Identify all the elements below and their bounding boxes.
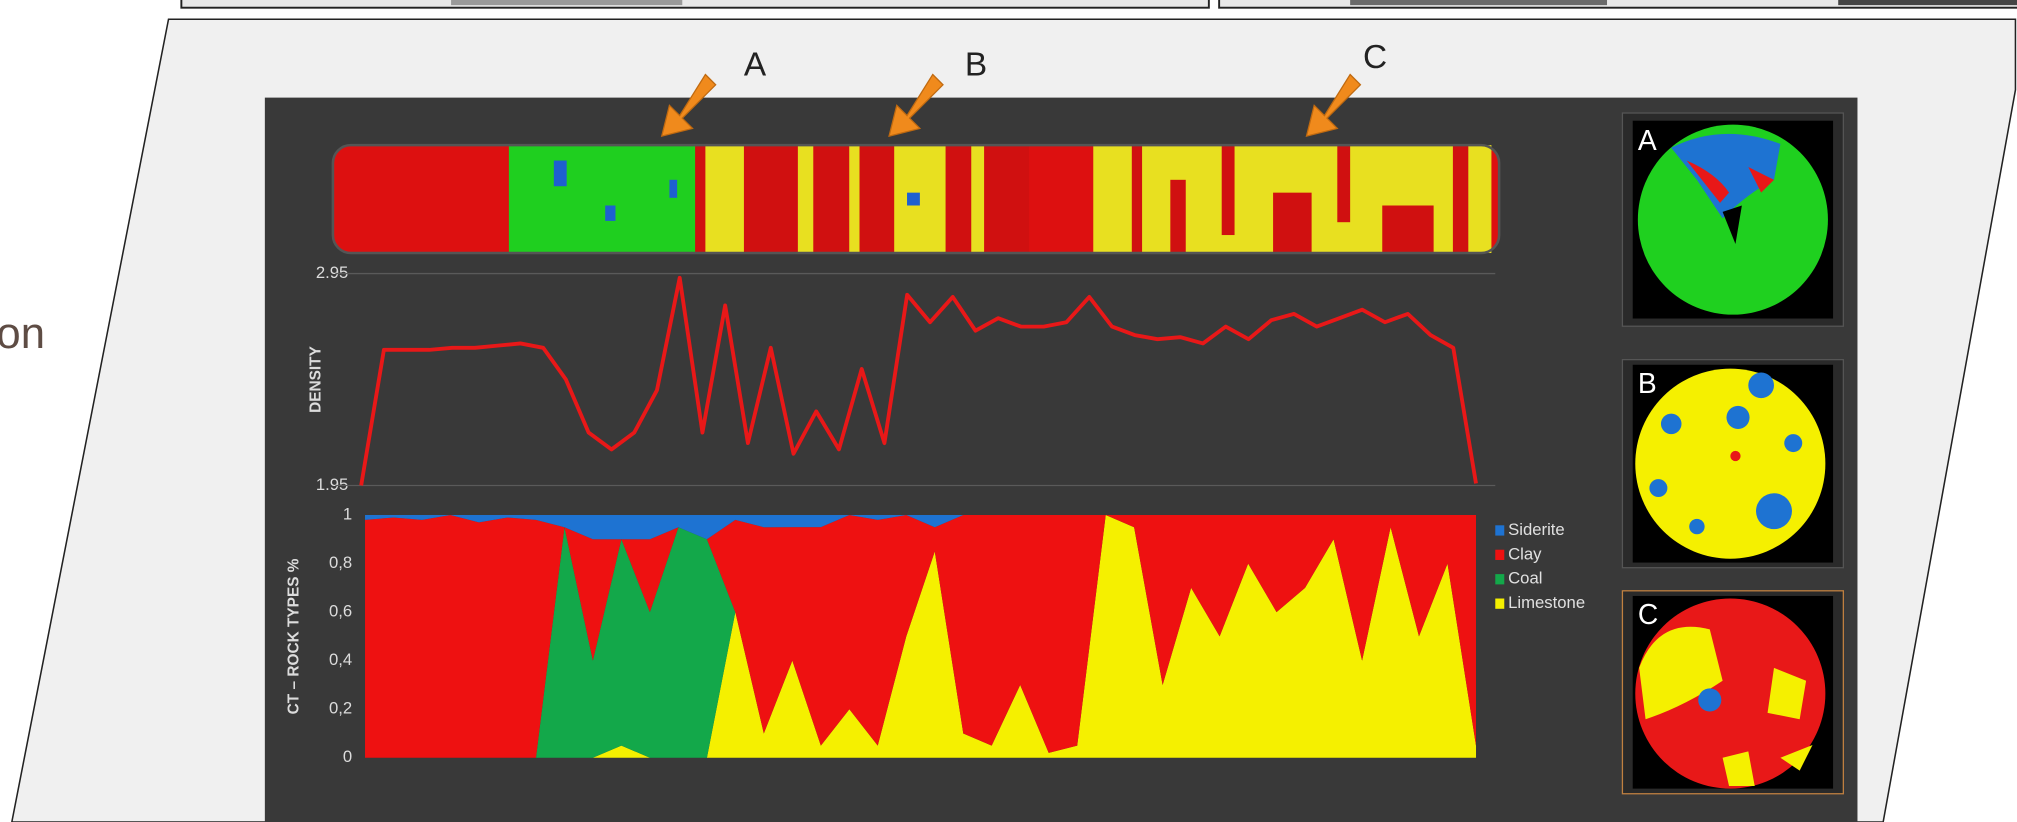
- thumbnail-label: B: [1638, 367, 1657, 399]
- legend-label: Clay: [1508, 544, 1542, 563]
- arrow-label: C: [1363, 39, 1387, 76]
- charts: 2.95 1.95 DENSITY 0 0,2 0,4 0,6 0,8 1 CT – ROCK T…: [285, 263, 1585, 766]
- partial-text: on: [0, 309, 45, 358]
- top-panel-image: [1350, 0, 1608, 6]
- legend-label: Siderite: [1508, 520, 1565, 539]
- arrow-label: A: [744, 47, 767, 84]
- legend-swatch: [1495, 598, 1505, 609]
- area: [365, 515, 1477, 758]
- y-axis-label: CT – ROCK TYPES %: [285, 558, 302, 714]
- y-tick-label: 0: [343, 747, 352, 766]
- area: [365, 515, 1477, 758]
- y-tick-label: 2.95: [316, 263, 348, 282]
- thumbnail: A: [1621, 112, 1844, 327]
- top-panel-image: [451, 0, 683, 6]
- density-line: [359, 275, 1478, 486]
- y-axis-label: DENSITY: [307, 345, 324, 412]
- y-tick-label: 1: [343, 504, 352, 523]
- thumbnail: C: [1621, 590, 1844, 795]
- thumbnail: B: [1621, 358, 1844, 569]
- legend-label: Coal: [1508, 569, 1542, 588]
- area: [365, 515, 1477, 540]
- thumbnail-label: C: [1638, 598, 1658, 630]
- thumbnail-label: A: [1638, 124, 1657, 156]
- legend-swatch: [1495, 549, 1505, 560]
- top-panel: [1218, 0, 2017, 9]
- y-tick-label: 0,2: [329, 699, 352, 718]
- arrows: [660, 73, 1362, 138]
- y-tick-label: 0,4: [329, 650, 352, 669]
- y-tick-label: 0,6: [329, 602, 352, 621]
- y-tick-label: 0,8: [329, 553, 352, 572]
- legend-label: Limestone: [1508, 593, 1585, 612]
- legend-swatch: [1495, 525, 1505, 536]
- top-panel-image: [1838, 0, 2017, 6]
- arrow-label: B: [965, 47, 987, 84]
- core-image: [331, 143, 1501, 255]
- legend-swatch: [1495, 574, 1505, 585]
- top-panel: [180, 0, 1210, 9]
- area: [365, 515, 1477, 758]
- y-tick-label: 1.95: [316, 475, 348, 494]
